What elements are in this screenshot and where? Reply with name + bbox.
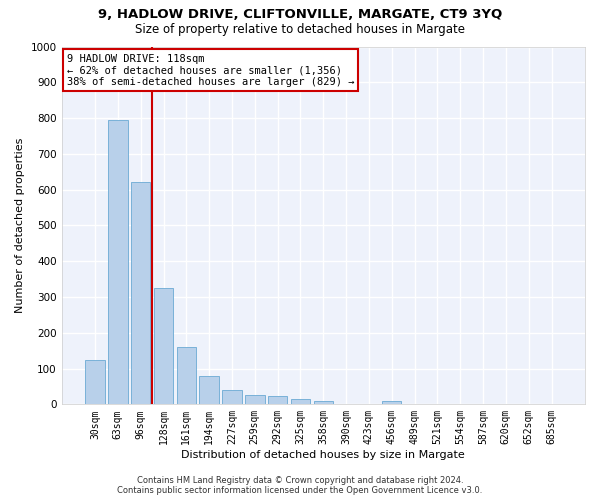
Text: 9 HADLOW DRIVE: 118sqm
← 62% of detached houses are smaller (1,356)
38% of semi-: 9 HADLOW DRIVE: 118sqm ← 62% of detached…: [67, 54, 354, 87]
Text: 9, HADLOW DRIVE, CLIFTONVILLE, MARGATE, CT9 3YQ: 9, HADLOW DRIVE, CLIFTONVILLE, MARGATE, …: [98, 8, 502, 20]
Bar: [245, 394, 265, 404]
Bar: [291, 399, 310, 404]
Bar: [154, 288, 173, 405]
Bar: [85, 360, 105, 405]
Text: Contains HM Land Registry data © Crown copyright and database right 2024.
Contai: Contains HM Land Registry data © Crown c…: [118, 476, 482, 495]
Text: Size of property relative to detached houses in Margate: Size of property relative to detached ho…: [135, 22, 465, 36]
Bar: [108, 120, 128, 405]
X-axis label: Distribution of detached houses by size in Margate: Distribution of detached houses by size …: [181, 450, 465, 460]
Bar: [382, 401, 401, 404]
Bar: [131, 182, 151, 404]
Bar: [176, 347, 196, 405]
Bar: [199, 376, 219, 404]
Y-axis label: Number of detached properties: Number of detached properties: [15, 138, 25, 313]
Bar: [268, 396, 287, 404]
Bar: [222, 390, 242, 404]
Bar: [314, 401, 333, 404]
